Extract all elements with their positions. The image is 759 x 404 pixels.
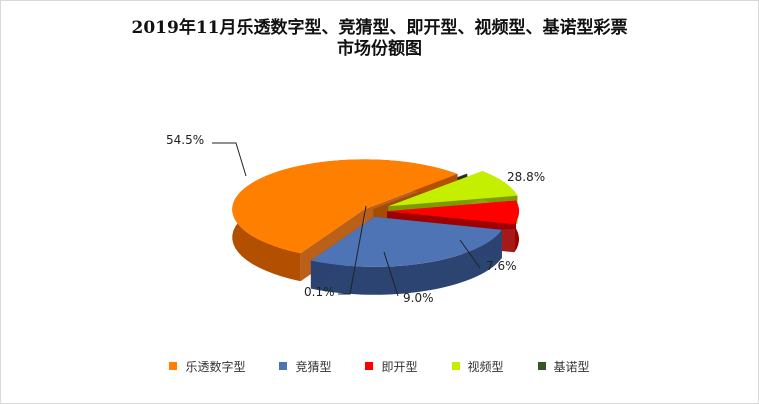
legend-item-video: 视频型 [451,356,504,376]
data-label-keno: 0.1% [304,285,335,299]
legend-item-quiz: 竞猜型 [279,356,331,376]
leader-line-lotto [212,142,247,177]
data-label-lotto: 54.5% [166,133,204,147]
legend-label-lotto: 乐透数字型 [185,359,246,374]
legend-item-keno: 基诺型 [537,356,590,376]
leader-line-instant [459,239,481,269]
legend-swatch-instant [365,362,374,370]
legend-item-lotto: 乐透数字型 [169,356,245,376]
data-label-instant: 7.6% [486,259,517,273]
legend-item-instant: 即开型 [365,356,418,376]
pie-slice-quiz [310,216,502,295]
pie-top-quiz [310,216,502,267]
pie-side-quiz [310,229,502,295]
legend-swatch-video [451,362,460,370]
data-label-video: 9.0% [403,291,434,305]
pie-top-instant [386,200,519,225]
legend-label-instant: 即开型 [381,359,418,374]
legend-label-video: 视频型 [467,359,504,374]
legend-swatch-quiz [279,362,288,370]
legend-label-quiz: 竞猜型 [295,359,332,374]
data-label-quiz: 28.8% [507,170,545,184]
legend-label-keno: 基诺型 [553,359,590,374]
legend-swatch-lotto [169,362,178,370]
leader-line-video [383,251,399,297]
pie-top-lotto [232,159,458,254]
chart-title-line2: 市场份额图 [337,39,422,59]
legend-swatch-keno [537,362,546,370]
leader-line-keno [338,205,367,295]
pie-top-video [388,171,518,207]
chart-title-line1: 2019年11月乐透数字型、竞猜型、即开型、视频型、基诺型彩票 [131,18,628,38]
chart-title: 2019年11月乐透数字型、竞猜型、即开型、视频型、基诺型彩票 市场份额图 [0,18,759,60]
legend: 乐透数字型 竞猜型 即开型 视频型 基诺型 [0,356,759,376]
